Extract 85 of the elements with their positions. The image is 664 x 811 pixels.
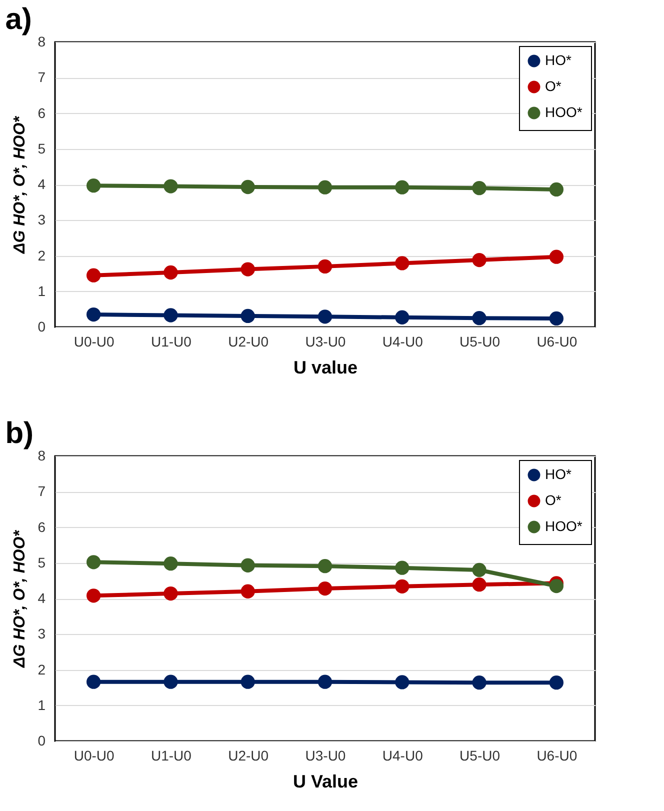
point — [549, 578, 564, 594]
point — [240, 262, 255, 276]
y-tick-label: 2 — [38, 661, 46, 678]
point — [318, 581, 332, 596]
x-tick-label: U0-U0 — [74, 334, 115, 350]
point — [472, 181, 486, 196]
point — [549, 182, 564, 197]
x-axis-title: U value — [293, 358, 358, 378]
y-tick-label: 4 — [38, 176, 46, 192]
x-tick-label: U3-U0 — [305, 334, 346, 350]
y-tick-label: 2 — [38, 247, 46, 264]
point — [472, 578, 486, 592]
point — [395, 180, 410, 194]
point — [86, 555, 101, 570]
point — [395, 256, 410, 270]
point — [318, 180, 332, 194]
x-tick-label: U5-U0 — [460, 334, 500, 350]
point — [164, 674, 178, 689]
x-tick-label: U2-U0 — [228, 334, 269, 350]
y-tick-label: 5 — [38, 554, 46, 570]
x-tick-label: U6-U0 — [536, 334, 578, 350]
point — [164, 265, 178, 280]
point — [164, 556, 178, 571]
x-tick-label: U4-U0 — [382, 748, 424, 764]
point — [240, 584, 255, 598]
legend-label: HO* — [545, 52, 572, 68]
point — [395, 675, 410, 690]
y-tick-label: 0 — [38, 318, 46, 334]
x-tick-label: U6-U0 — [536, 748, 578, 764]
x-tick-label: U1-U0 — [150, 748, 192, 764]
x-tick-label: U1-U0 — [150, 334, 192, 350]
point — [86, 307, 101, 322]
y-tick-label: 8 — [38, 34, 46, 50]
point — [240, 308, 255, 324]
legend-label: HOO* — [545, 518, 583, 534]
y-tick-label: 1 — [38, 696, 46, 713]
point — [164, 179, 178, 194]
y-tick-label: 7 — [38, 483, 46, 500]
x-tick-label: U2-U0 — [228, 748, 269, 764]
point — [395, 560, 410, 575]
legend-label: O* — [545, 78, 562, 94]
point — [86, 268, 101, 282]
point — [472, 252, 486, 268]
chart-title: a) — [5, 3, 32, 36]
x-tick-label: U3-U0 — [305, 748, 346, 764]
y-tick-label: 5 — [38, 140, 46, 156]
y-tick-label: 6 — [38, 104, 46, 121]
legend-label: HO* — [545, 466, 572, 482]
y-tick-label: 7 — [38, 69, 46, 86]
legend-label: HOO* — [545, 104, 583, 120]
point — [472, 311, 486, 326]
point — [318, 674, 332, 689]
x-tick-label: U0-U0 — [74, 748, 115, 764]
legend-label: O* — [545, 492, 562, 508]
x-tick-label: U4-U0 — [382, 334, 424, 350]
y-tick-label: 3 — [38, 626, 46, 642]
y-axis-title: ΔG HO*, O*, HOO* — [12, 116, 29, 254]
point — [86, 178, 101, 193]
point — [472, 676, 486, 690]
point — [318, 559, 332, 574]
point — [240, 180, 255, 194]
point — [164, 308, 178, 322]
y-tick-label: 6 — [38, 518, 46, 535]
point — [86, 674, 101, 689]
point — [318, 310, 332, 324]
point — [549, 311, 564, 326]
point — [549, 676, 564, 690]
point — [240, 674, 255, 689]
point — [318, 259, 332, 274]
y-tick-label: 8 — [38, 448, 46, 464]
chart-title: b) — [5, 417, 34, 450]
x-axis-title: U Value — [292, 772, 358, 792]
y-tick-label: 0 — [38, 732, 46, 748]
y-axis-title: ΔG HO*, O*, HOO* — [12, 530, 29, 668]
point — [549, 250, 564, 264]
y-tick-label: 3 — [38, 212, 46, 228]
y-tick-label: 1 — [38, 282, 46, 299]
x-tick-label: U5-U0 — [460, 748, 500, 764]
point — [472, 562, 486, 578]
y-tick-label: 4 — [38, 590, 46, 606]
point — [395, 579, 410, 594]
point — [164, 586, 178, 601]
point — [395, 310, 410, 324]
point — [86, 588, 101, 603]
point — [240, 558, 255, 572]
